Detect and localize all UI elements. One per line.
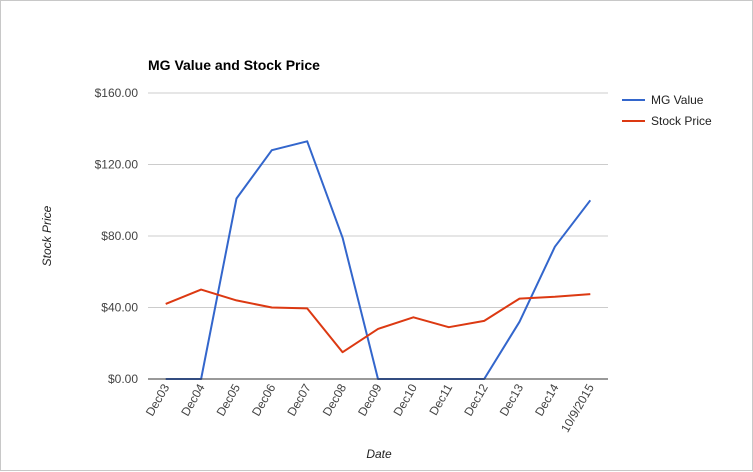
y-tick-label: $0.00 (108, 372, 138, 386)
x-tick-label: Dec09 (355, 381, 385, 418)
x-tick-label: Dec11 (426, 381, 455, 418)
x-axis-title: Date (366, 447, 392, 461)
x-tick-label: Dec12 (461, 381, 491, 418)
y-tick-label: $80.00 (101, 229, 138, 243)
x-tick-label: Dec07 (284, 381, 314, 418)
y-tick-label: $40.00 (101, 301, 138, 315)
y-tick-label: $120.00 (95, 158, 139, 172)
x-tick-label: Dec05 (214, 381, 244, 418)
legend-label: MG Value (651, 93, 704, 107)
chart-title: MG Value and Stock Price (148, 57, 320, 73)
x-tick-label: Dec04 (178, 381, 208, 418)
y-axis-title: Stock Price (40, 205, 54, 266)
x-tick-label: Dec08 (320, 381, 350, 418)
gridlines (148, 93, 608, 308)
series-line-mg-value (166, 141, 591, 379)
x-tick-label: Dec14 (532, 381, 562, 418)
legend: MG Value Stock Price (622, 93, 712, 128)
x-tick-label: Dec03 (143, 381, 173, 418)
x-tick-label: Dec13 (497, 381, 527, 418)
legend-label: Stock Price (651, 114, 712, 128)
y-axis-ticks: $0.00 $40.00 $80.00 $120.00 $160.00 (95, 86, 139, 386)
y-tick-label: $160.00 (95, 86, 139, 100)
series-lines (166, 141, 591, 379)
x-tick-label: Dec10 (391, 381, 421, 418)
x-tick-label: Dec06 (249, 381, 279, 418)
series-line-stock-price (166, 290, 591, 353)
x-tick-label: 10/9/2015 (558, 381, 597, 435)
